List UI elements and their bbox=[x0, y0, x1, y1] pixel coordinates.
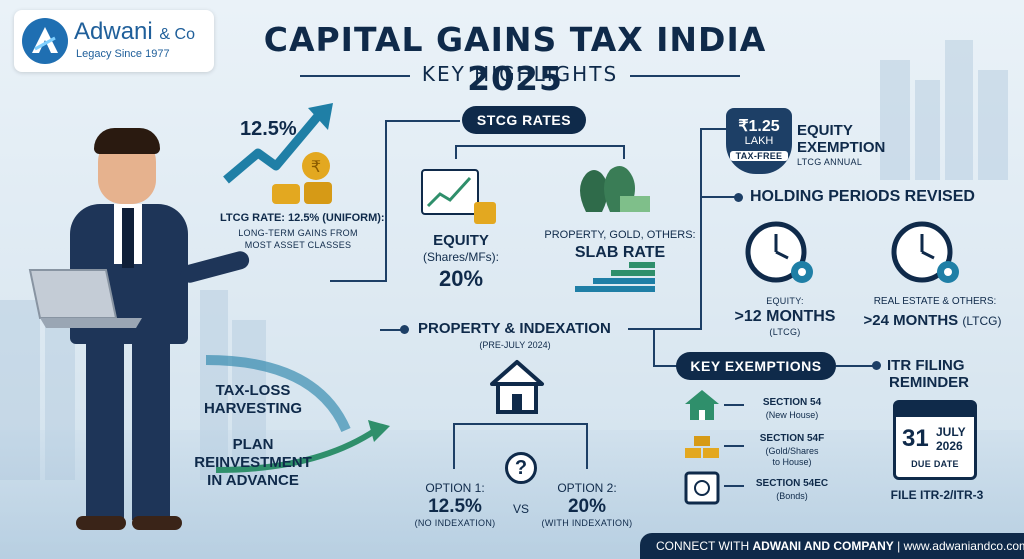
tip2b: REINVESTMENT bbox=[194, 454, 312, 471]
logo-suffix: & Co bbox=[159, 26, 195, 43]
stcg-rates-pill: STCG RATES bbox=[462, 106, 586, 134]
trend-arrow-icon bbox=[223, 103, 333, 184]
key-exemptions-pill: KEY EXEMPTIONS bbox=[676, 352, 836, 380]
tip2c: IN ADVANCE bbox=[207, 472, 299, 489]
holding-title: HOLDING PERIODS REVISED bbox=[750, 188, 975, 205]
ex-item-1-sub: (Gold/Shares bbox=[765, 446, 819, 456]
itr-due: DUE DATE bbox=[911, 459, 959, 469]
tip2a: PLAN bbox=[232, 436, 274, 453]
ltcg-rate-big: 12.5% bbox=[240, 118, 297, 140]
footer-company: ADWANI AND COMPANY bbox=[752, 539, 894, 553]
tip1a: TAX-LOSS bbox=[215, 382, 291, 399]
property-sub: (PRE-JULY 2024) bbox=[479, 340, 551, 350]
holding-equity-label: EQUITY: bbox=[766, 296, 804, 306]
itr-year: 2026 bbox=[936, 439, 963, 453]
money-bags-icon bbox=[580, 166, 650, 212]
opt2-note: (WITH INDEXATION) bbox=[541, 518, 633, 528]
coins-icon: ₹ bbox=[272, 152, 332, 204]
ex-item-0-title: SECTION 54 bbox=[762, 397, 822, 408]
ltcg-rate-title: LTCG RATE: 12.5% (UNIFORM): bbox=[220, 212, 385, 224]
stcg-equity-sub: (Shares/MFs): bbox=[422, 250, 499, 264]
exemption-shield: ₹1.25 LAKH TAX-FREE bbox=[726, 108, 792, 174]
holding-re-label: REAL ESTATE & OTHERS: bbox=[873, 296, 997, 307]
opt2-value: 20% bbox=[567, 496, 607, 517]
stcg-others-title: PROPERTY, GOLD, OTHERS: bbox=[544, 229, 696, 241]
calendar-icon: 31 JULY 2026 DUE DATE bbox=[893, 400, 977, 480]
ex-item-2-sub: (Bonds) bbox=[776, 491, 808, 501]
ex-item-1-sub2: to House) bbox=[772, 457, 812, 467]
exemption-title1: EQUITY bbox=[797, 122, 853, 139]
stcg-equity-title: EQUITY bbox=[433, 232, 489, 249]
ex-item-0-sub: (New House) bbox=[765, 410, 819, 420]
footer-connect: CONNECT WITH bbox=[656, 539, 750, 553]
opt2-label: OPTION 2: bbox=[557, 481, 617, 495]
chart-board-icon bbox=[421, 169, 496, 224]
slab-bars-icon bbox=[575, 262, 655, 296]
opt1-value: 12.5% bbox=[428, 496, 482, 517]
itr-file: FILE ITR-2/ITR-3 bbox=[890, 488, 984, 502]
svg-text:₹: ₹ bbox=[311, 157, 321, 176]
exemption-amount: ₹1.25 bbox=[738, 118, 780, 135]
ex-item-2-title: SECTION 54EC bbox=[755, 478, 829, 489]
exemption-title2: EXEMPTION bbox=[797, 139, 886, 156]
stcg-others-rate: SLAB RATE bbox=[574, 244, 666, 261]
logo-name: Adwani bbox=[74, 18, 153, 45]
property-title: PROPERTY & INDEXATION bbox=[418, 320, 611, 337]
holding-equity-note: (LTCG) bbox=[769, 327, 801, 337]
logo-mark-icon bbox=[22, 18, 68, 64]
holding-re-note: (LTCG) bbox=[962, 314, 1002, 328]
ltcg-rate-desc2: MOST ASSET CLASSES bbox=[244, 240, 352, 250]
itr-day: 31 bbox=[902, 425, 929, 452]
safe-icon bbox=[684, 471, 720, 505]
exemption-badge: TAX-FREE bbox=[730, 151, 788, 161]
house-icon bbox=[490, 360, 544, 414]
clock-equity-icon bbox=[745, 221, 813, 283]
holding-equity-value: >12 MONTHS bbox=[734, 308, 836, 325]
logo: Adwani & Co Legacy Since 1977 bbox=[14, 10, 214, 72]
exemption-house-icon bbox=[685, 390, 719, 420]
property-question: ? bbox=[505, 452, 537, 484]
exemption-unit: LAKH bbox=[744, 135, 774, 147]
ex-item-1-title: SECTION 54F bbox=[759, 433, 825, 444]
page-subtitle: KEY HIGHLIGHTS bbox=[421, 62, 619, 86]
ltcg-rate-desc1: LONG-TERM GAINS FROM bbox=[238, 228, 358, 238]
footer-site-link[interactable]: www.adwaniandco.com bbox=[903, 539, 1024, 553]
itr-title1: ITR FILING bbox=[887, 357, 965, 374]
stcg-equity-rate: 20% bbox=[438, 266, 484, 291]
tip1b: HARVESTING bbox=[203, 400, 303, 417]
property-vs: VS bbox=[512, 502, 529, 516]
page-title: CAPITAL GAINS TAX INDIA 2025 bbox=[263, 20, 767, 98]
opt1-note: (NO INDEXATION) bbox=[414, 518, 496, 528]
swoosh-arrow-icon bbox=[205, 355, 390, 473]
exemption-sub: LTCG ANNUAL bbox=[797, 157, 863, 167]
opt1-label: OPTION 1: bbox=[425, 481, 485, 495]
holding-re-line: >24 MONTHS (LTCG) bbox=[845, 312, 1020, 329]
itr-month: JULY bbox=[936, 425, 966, 439]
footer-sep: | bbox=[897, 539, 901, 553]
holding-re-value: >24 MONTHS bbox=[863, 312, 959, 329]
laptop-icon bbox=[28, 269, 142, 328]
logo-tagline: Legacy Since 1977 bbox=[76, 48, 170, 60]
itr-title2: REMINDER bbox=[889, 374, 970, 391]
footer-bar: CONNECT WITH ADWANI AND COMPANY | www.ad… bbox=[640, 533, 1024, 559]
gold-stack-icon bbox=[685, 436, 719, 458]
clock-realestate-icon bbox=[891, 221, 959, 283]
